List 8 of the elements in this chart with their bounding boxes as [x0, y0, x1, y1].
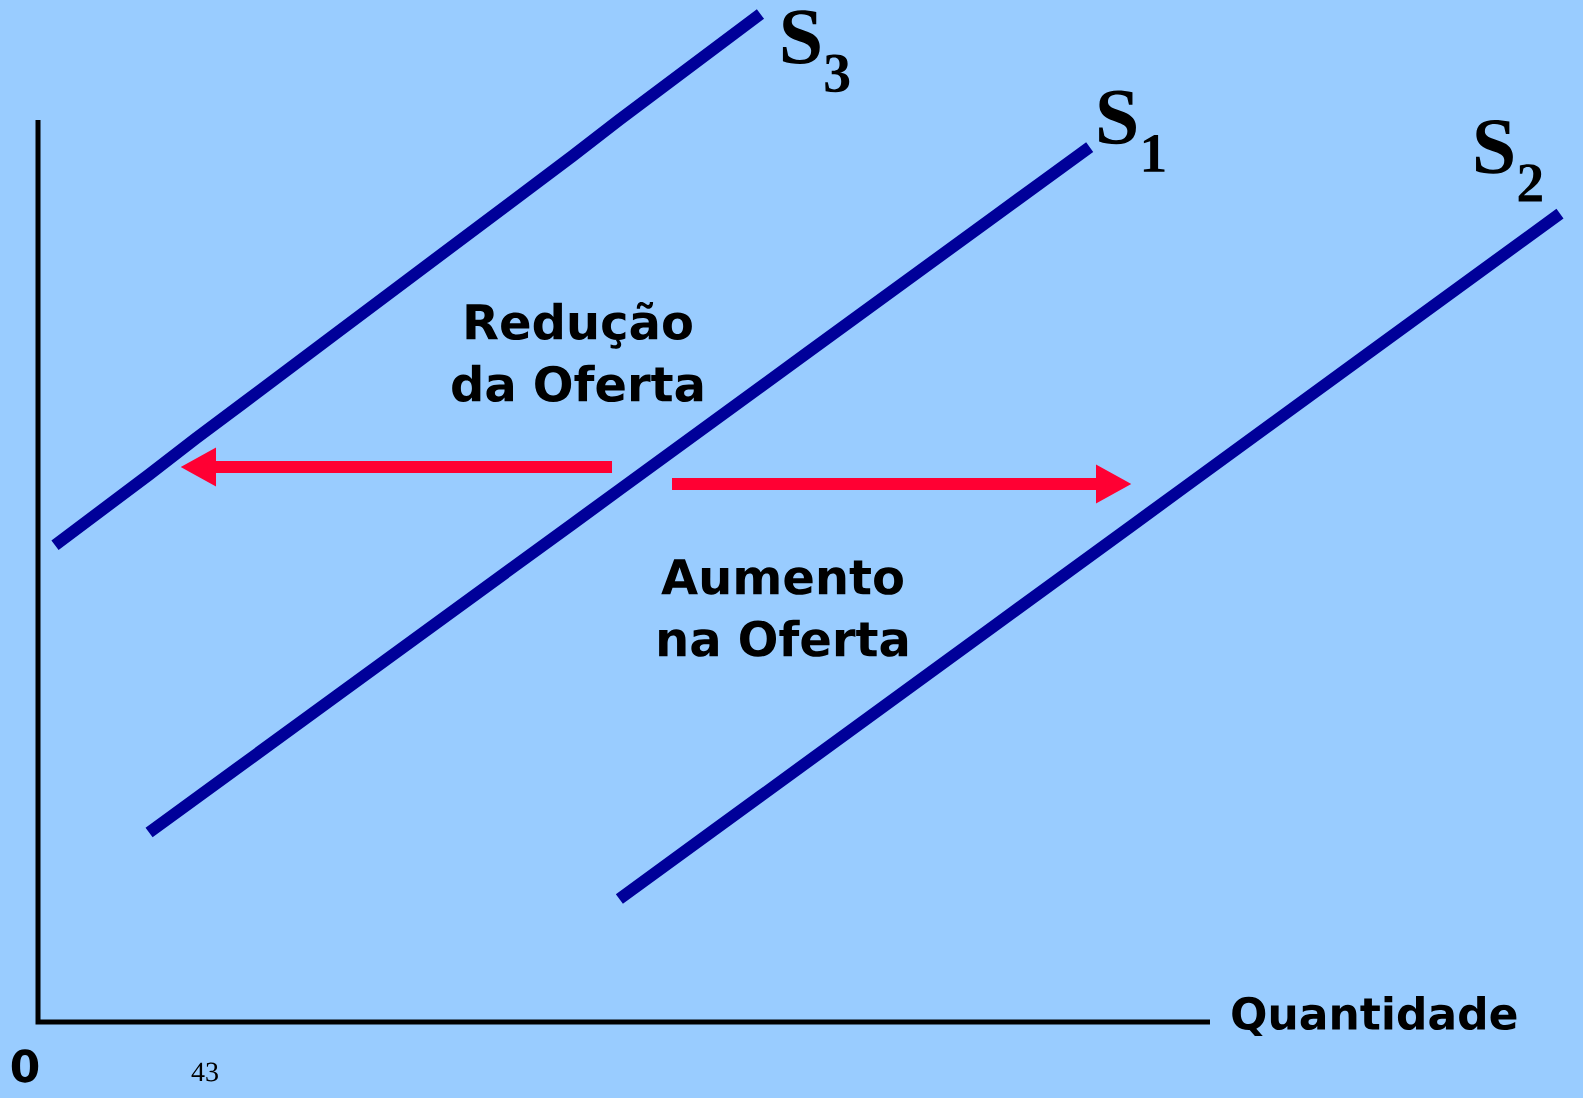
x-axis-title: Quantidade	[1232, 996, 1517, 1036]
series-label: S$_{1}$	[1099, 90, 1165, 172]
annotation: Redução da Oferta	[452, 301, 703, 402]
series-label: S$_{3}$	[782, 10, 850, 93]
annotation: Aumento na Oferta	[659, 559, 908, 657]
text: 43	[191, 1062, 218, 1082]
text: 0	[11, 1049, 39, 1083]
series-label: S$_{2}$	[1476, 119, 1542, 202]
